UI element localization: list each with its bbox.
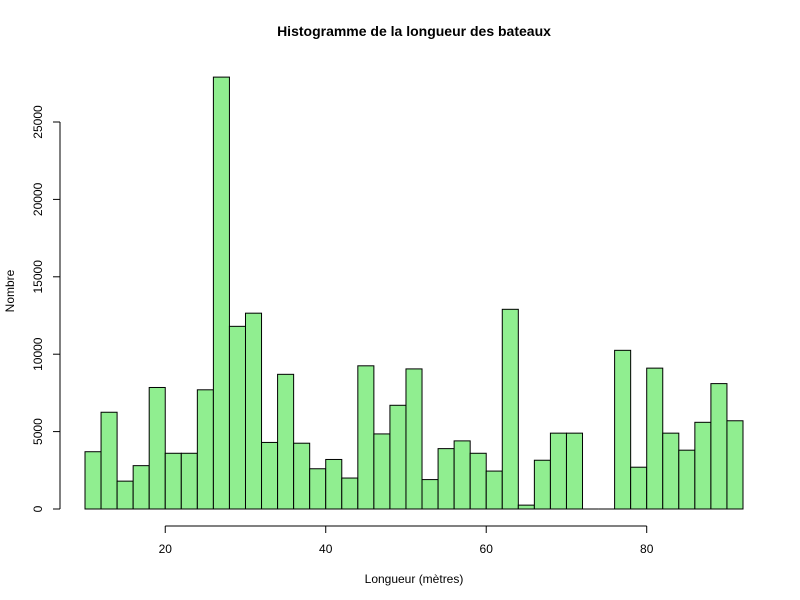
histogram-bar (710, 383, 728, 510)
histogram-bar (116, 480, 134, 510)
histogram-bar (421, 479, 439, 510)
histogram-bar (437, 448, 455, 510)
y-axis-label: Nombre (3, 269, 17, 312)
histogram-bar (549, 432, 567, 510)
histogram-bar (373, 433, 391, 510)
y-axis: 0 5000 10000 15000 20000 25000 (31, 105, 61, 512)
histogram-bar (533, 459, 551, 510)
histogram-bar (405, 368, 423, 510)
x-tick-label: 80 (640, 542, 654, 556)
histogram-bar (325, 458, 343, 510)
histogram-bar (341, 477, 359, 510)
histogram-bar (244, 312, 263, 510)
y-tick-label: 5000 (31, 418, 45, 445)
histogram-bar (293, 442, 311, 510)
histogram-bar (485, 470, 503, 510)
histogram-bar (148, 386, 166, 510)
histogram-bar (277, 373, 295, 510)
y-tick-label: 10000 (31, 337, 45, 371)
histogram-bar (357, 365, 375, 510)
histogram-bar (180, 452, 198, 510)
x-tick-label: 60 (480, 542, 494, 556)
histogram-bar (196, 389, 214, 510)
histogram-bar (164, 452, 182, 510)
x-tick-label: 40 (319, 542, 333, 556)
histogram-bar (501, 308, 519, 510)
histogram-bar (212, 76, 230, 510)
histogram-bar (565, 432, 584, 510)
histogram-bar (228, 325, 246, 510)
x-tick-label: 20 (159, 542, 173, 556)
histogram-bar (132, 465, 150, 510)
y-tick-label: 25000 (31, 105, 45, 139)
x-axis: 20 40 60 80 (159, 525, 654, 556)
histogram-bar (309, 468, 327, 510)
y-tick-label: 0 (31, 505, 45, 512)
x-axis-label: Longueur (mètres) (365, 572, 464, 586)
histogram-bar (469, 452, 487, 510)
histogram-bar (662, 432, 680, 510)
histogram-bar (678, 449, 696, 510)
histogram-bar (453, 440, 471, 510)
bars-group (84, 76, 744, 510)
histogram-bar (694, 421, 712, 510)
histogram-bar (389, 404, 407, 510)
histogram-bar (100, 411, 118, 510)
histogram-bar (84, 451, 102, 510)
histogram-bar (646, 367, 664, 510)
y-tick-label: 20000 (31, 182, 45, 216)
histogram-bar (726, 420, 744, 510)
histogram-bar (261, 441, 279, 510)
histogram-bar (614, 349, 632, 510)
histogram-bar (517, 504, 535, 510)
chart-title: Histogramme de la longueur des bateaux (277, 23, 551, 39)
histogram-bar (630, 466, 648, 510)
y-tick-label: 15000 (31, 260, 45, 294)
